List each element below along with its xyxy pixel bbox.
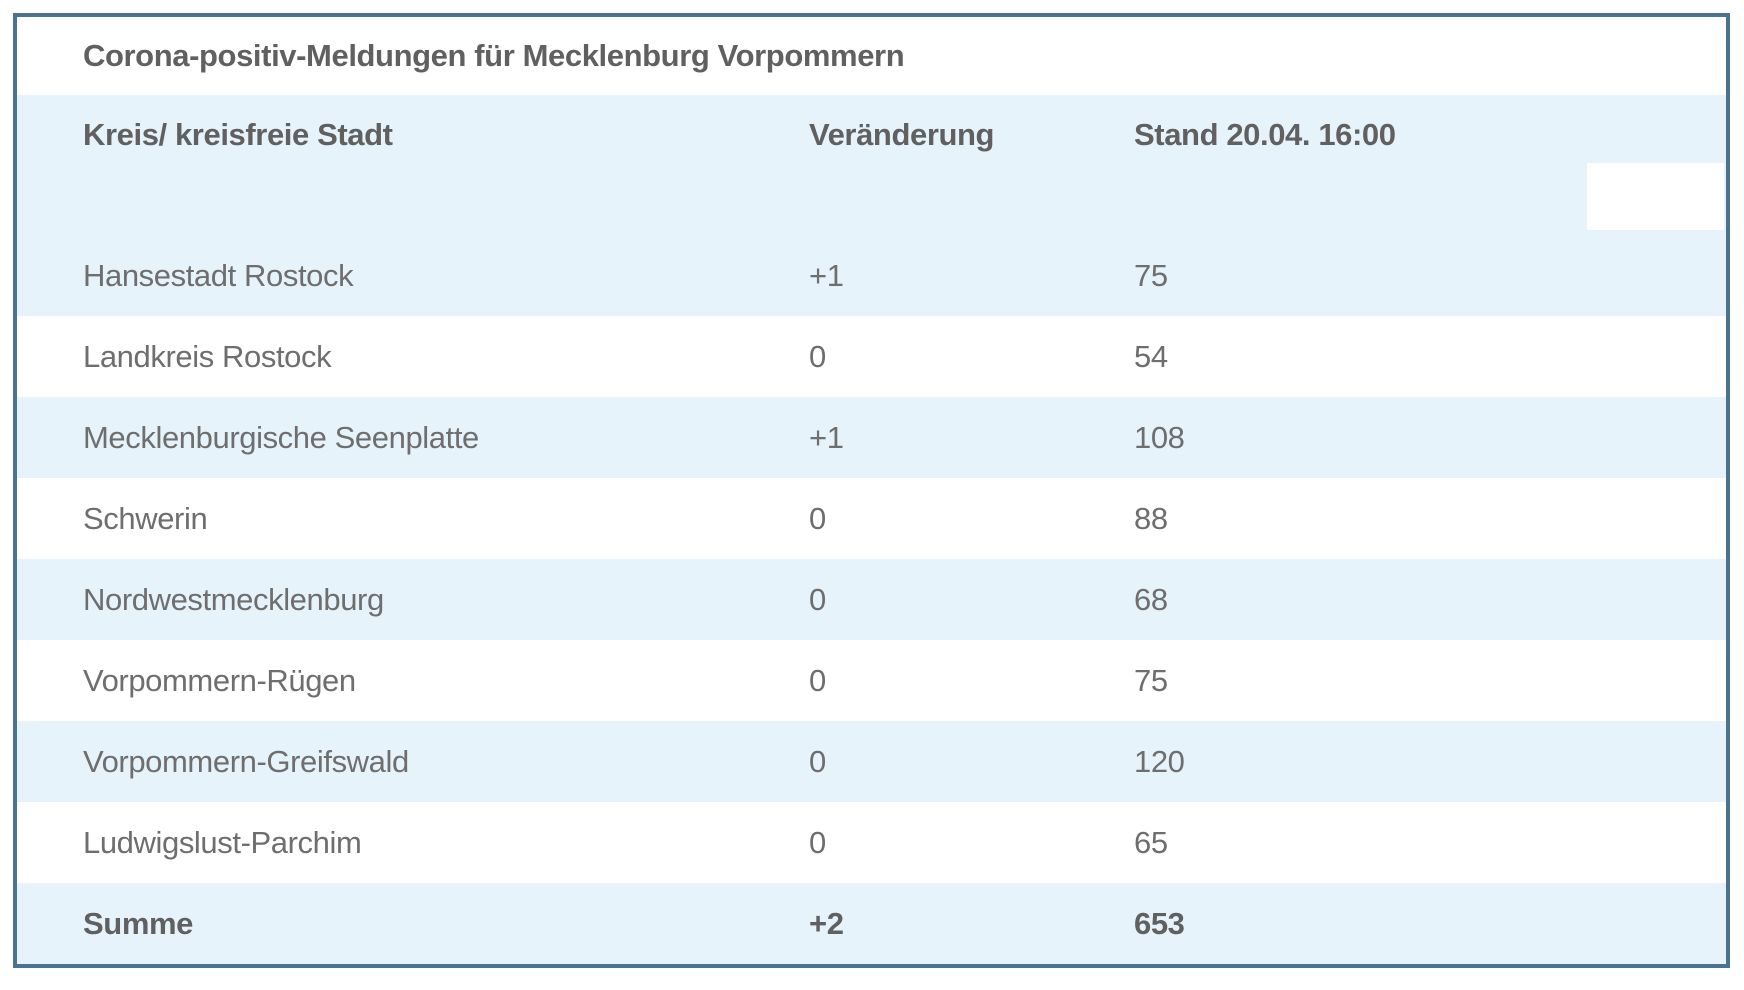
cell-kreis: Schwerin	[83, 500, 208, 536]
table-row: Hansestadt Rostock +1 75	[17, 235, 1726, 316]
cell-kreis: Vorpommern-Rügen	[83, 662, 356, 698]
table-row-summe: Summe +2 653	[17, 883, 1726, 964]
table-title: Corona-positiv-Meldungen für Mecklenburg…	[83, 38, 905, 73]
cell-veraenderung: 0	[809, 338, 826, 374]
cell-veraenderung: +1	[809, 257, 844, 293]
cell-stand: 75	[1134, 662, 1168, 698]
cell-kreis: Vorpommern-Greifswald	[83, 743, 409, 779]
header-empty-cell	[1587, 163, 1724, 230]
cell-veraenderung: +1	[809, 419, 844, 455]
corona-table: Corona-positiv-Meldungen für Mecklenburg…	[13, 13, 1730, 968]
cell-veraenderung: 0	[809, 662, 826, 698]
table-row: Landkreis Rostock 0 54	[17, 316, 1726, 397]
cell-kreis: Nordwestmecklenburg	[83, 581, 384, 617]
table-title-row: Corona-positiv-Meldungen für Mecklenburg…	[17, 17, 1726, 95]
table-header-row: Kreis/ kreisfreie Stadt Veränderung Stan…	[17, 95, 1726, 235]
table-row: Mecklenburgische Seenplatte +1 108	[17, 397, 1726, 478]
cell-stand: 653	[1134, 905, 1185, 941]
col-header-stand: Stand 20.04. 16:00	[1134, 117, 1396, 152]
table-row: Vorpommern-Greifswald 0 120	[17, 721, 1726, 802]
cell-stand: 120	[1134, 743, 1185, 779]
cell-stand: 68	[1134, 581, 1168, 617]
cell-stand: 65	[1134, 824, 1168, 860]
cell-kreis: Ludwigslust-Parchim	[83, 824, 362, 860]
table-row: Schwerin 0 88	[17, 478, 1726, 559]
cell-veraenderung: 0	[809, 824, 826, 860]
cell-veraenderung: 0	[809, 500, 826, 536]
cell-stand: 54	[1134, 338, 1168, 374]
cell-veraenderung: 0	[809, 743, 826, 779]
cell-kreis: Summe	[83, 905, 193, 941]
cell-stand: 108	[1134, 419, 1185, 455]
cell-veraenderung: 0	[809, 581, 826, 617]
cell-kreis: Mecklenburgische Seenplatte	[83, 419, 479, 455]
cell-veraenderung: +2	[809, 905, 844, 941]
table-row: Vorpommern-Rügen 0 75	[17, 640, 1726, 721]
cell-stand: 88	[1134, 500, 1168, 536]
col-header-veraenderung: Veränderung	[809, 117, 995, 152]
col-header-kreis: Kreis/ kreisfreie Stadt	[83, 117, 393, 152]
table-row: Nordwestmecklenburg 0 68	[17, 559, 1726, 640]
table-body: Hansestadt Rostock +1 75 Landkreis Rostock 0…	[17, 235, 1726, 964]
cell-kreis: Hansestadt Rostock	[83, 257, 354, 293]
cell-kreis: Landkreis Rostock	[83, 338, 332, 374]
table-row: Ludwigslust-Parchim 0 65	[17, 802, 1726, 883]
cell-stand: 75	[1134, 257, 1168, 293]
